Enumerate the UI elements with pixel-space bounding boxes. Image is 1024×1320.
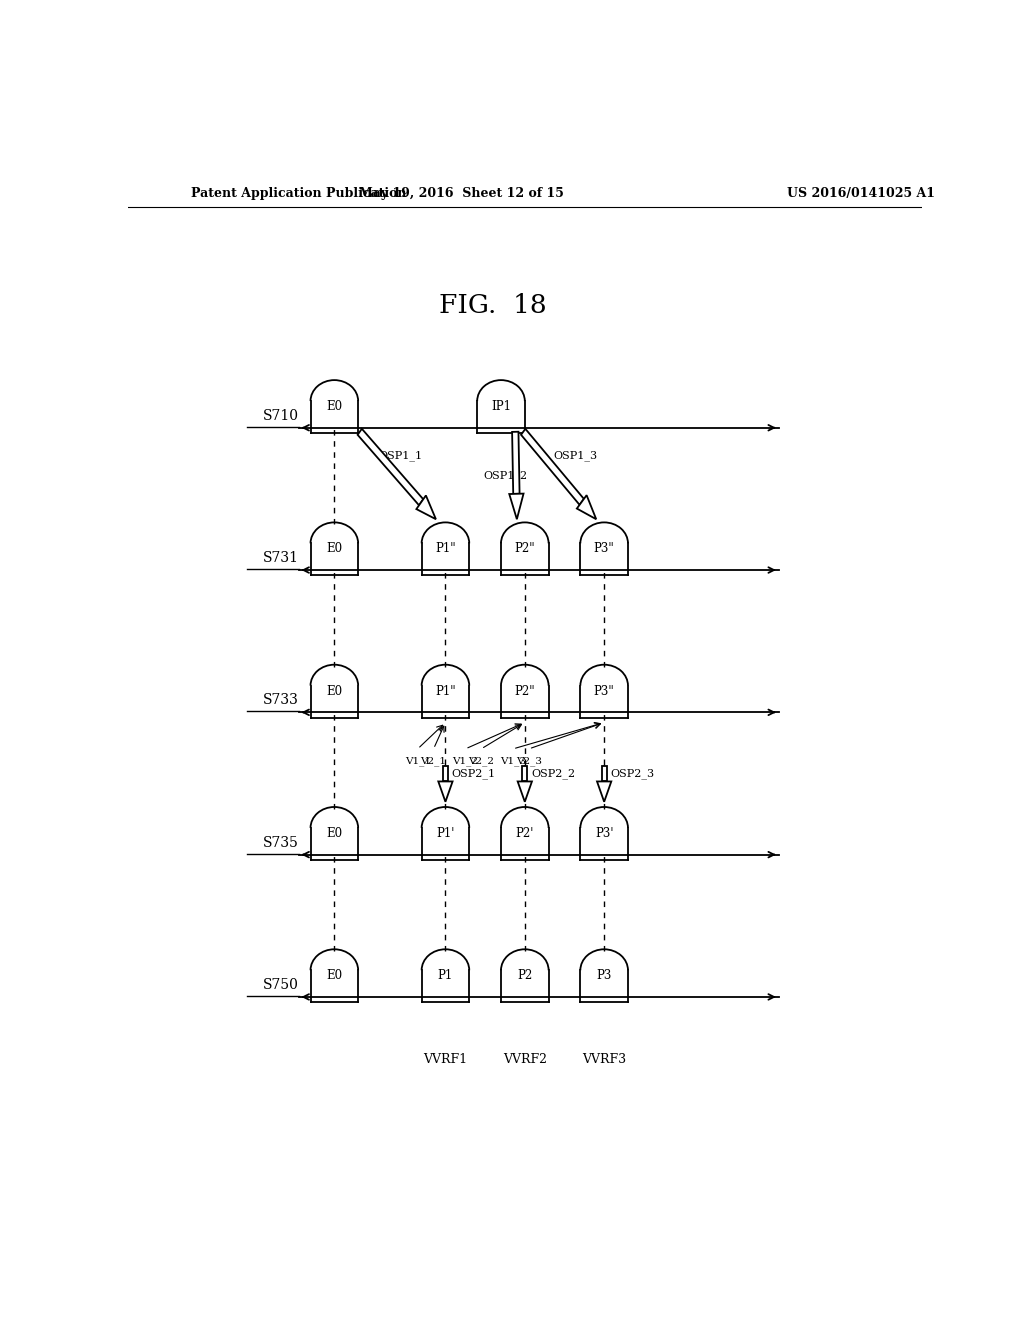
Text: OSP2_3: OSP2_3 <box>610 768 654 779</box>
Text: S750: S750 <box>263 978 299 991</box>
Text: P3: P3 <box>596 969 612 982</box>
Text: FIG.  18: FIG. 18 <box>439 293 547 318</box>
Text: OSP2_2: OSP2_2 <box>531 768 575 779</box>
Polygon shape <box>417 495 436 519</box>
Text: P2': P2' <box>516 828 534 840</box>
Text: P1": P1" <box>435 685 456 698</box>
Text: E0: E0 <box>327 685 342 698</box>
Text: OSP2_1: OSP2_1 <box>452 768 496 779</box>
Polygon shape <box>522 766 527 781</box>
Text: V2_1: V2_1 <box>421 756 446 766</box>
Text: IP1: IP1 <box>490 400 511 413</box>
Text: V1_1: V1_1 <box>404 756 431 766</box>
Text: VVRF3: VVRF3 <box>582 1053 627 1065</box>
Text: VVRF1: VVRF1 <box>423 1053 468 1065</box>
Polygon shape <box>438 781 453 801</box>
Text: US 2016/0141025 A1: US 2016/0141025 A1 <box>786 187 935 201</box>
Polygon shape <box>357 429 423 506</box>
Text: OSP1_2: OSP1_2 <box>483 470 527 482</box>
Polygon shape <box>443 766 447 781</box>
Text: P2": P2" <box>514 543 536 556</box>
Text: VVRF2: VVRF2 <box>503 1053 547 1065</box>
Text: V1_2: V1_2 <box>453 756 478 766</box>
Text: P2": P2" <box>514 685 536 698</box>
Text: S735: S735 <box>263 836 299 850</box>
Text: E0: E0 <box>327 828 342 840</box>
Text: E0: E0 <box>327 400 342 413</box>
Text: OSP1_3: OSP1_3 <box>553 450 597 461</box>
Polygon shape <box>602 766 606 781</box>
Text: P2: P2 <box>517 969 532 982</box>
Polygon shape <box>597 781 611 801</box>
Polygon shape <box>509 494 523 519</box>
Text: E0: E0 <box>327 543 342 556</box>
Text: OSP1_1: OSP1_1 <box>378 450 422 461</box>
Text: V2_2: V2_2 <box>468 756 495 766</box>
Text: May 19, 2016  Sheet 12 of 15: May 19, 2016 Sheet 12 of 15 <box>358 187 564 201</box>
Polygon shape <box>512 432 519 494</box>
Text: P1': P1' <box>436 828 455 840</box>
Text: P1: P1 <box>438 969 453 982</box>
Text: E0: E0 <box>327 969 342 982</box>
Text: S733: S733 <box>263 693 299 708</box>
Text: Patent Application Publication: Patent Application Publication <box>191 187 407 201</box>
Polygon shape <box>521 429 584 504</box>
Polygon shape <box>518 781 531 801</box>
Text: P3": P3" <box>594 685 614 698</box>
Text: V2_3: V2_3 <box>516 756 542 766</box>
Text: S731: S731 <box>262 550 299 565</box>
Text: P3': P3' <box>595 828 613 840</box>
Text: S710: S710 <box>262 409 299 422</box>
Polygon shape <box>577 495 596 519</box>
Text: P1": P1" <box>435 543 456 556</box>
Text: P3": P3" <box>594 543 614 556</box>
Text: V1_3: V1_3 <box>500 756 526 766</box>
